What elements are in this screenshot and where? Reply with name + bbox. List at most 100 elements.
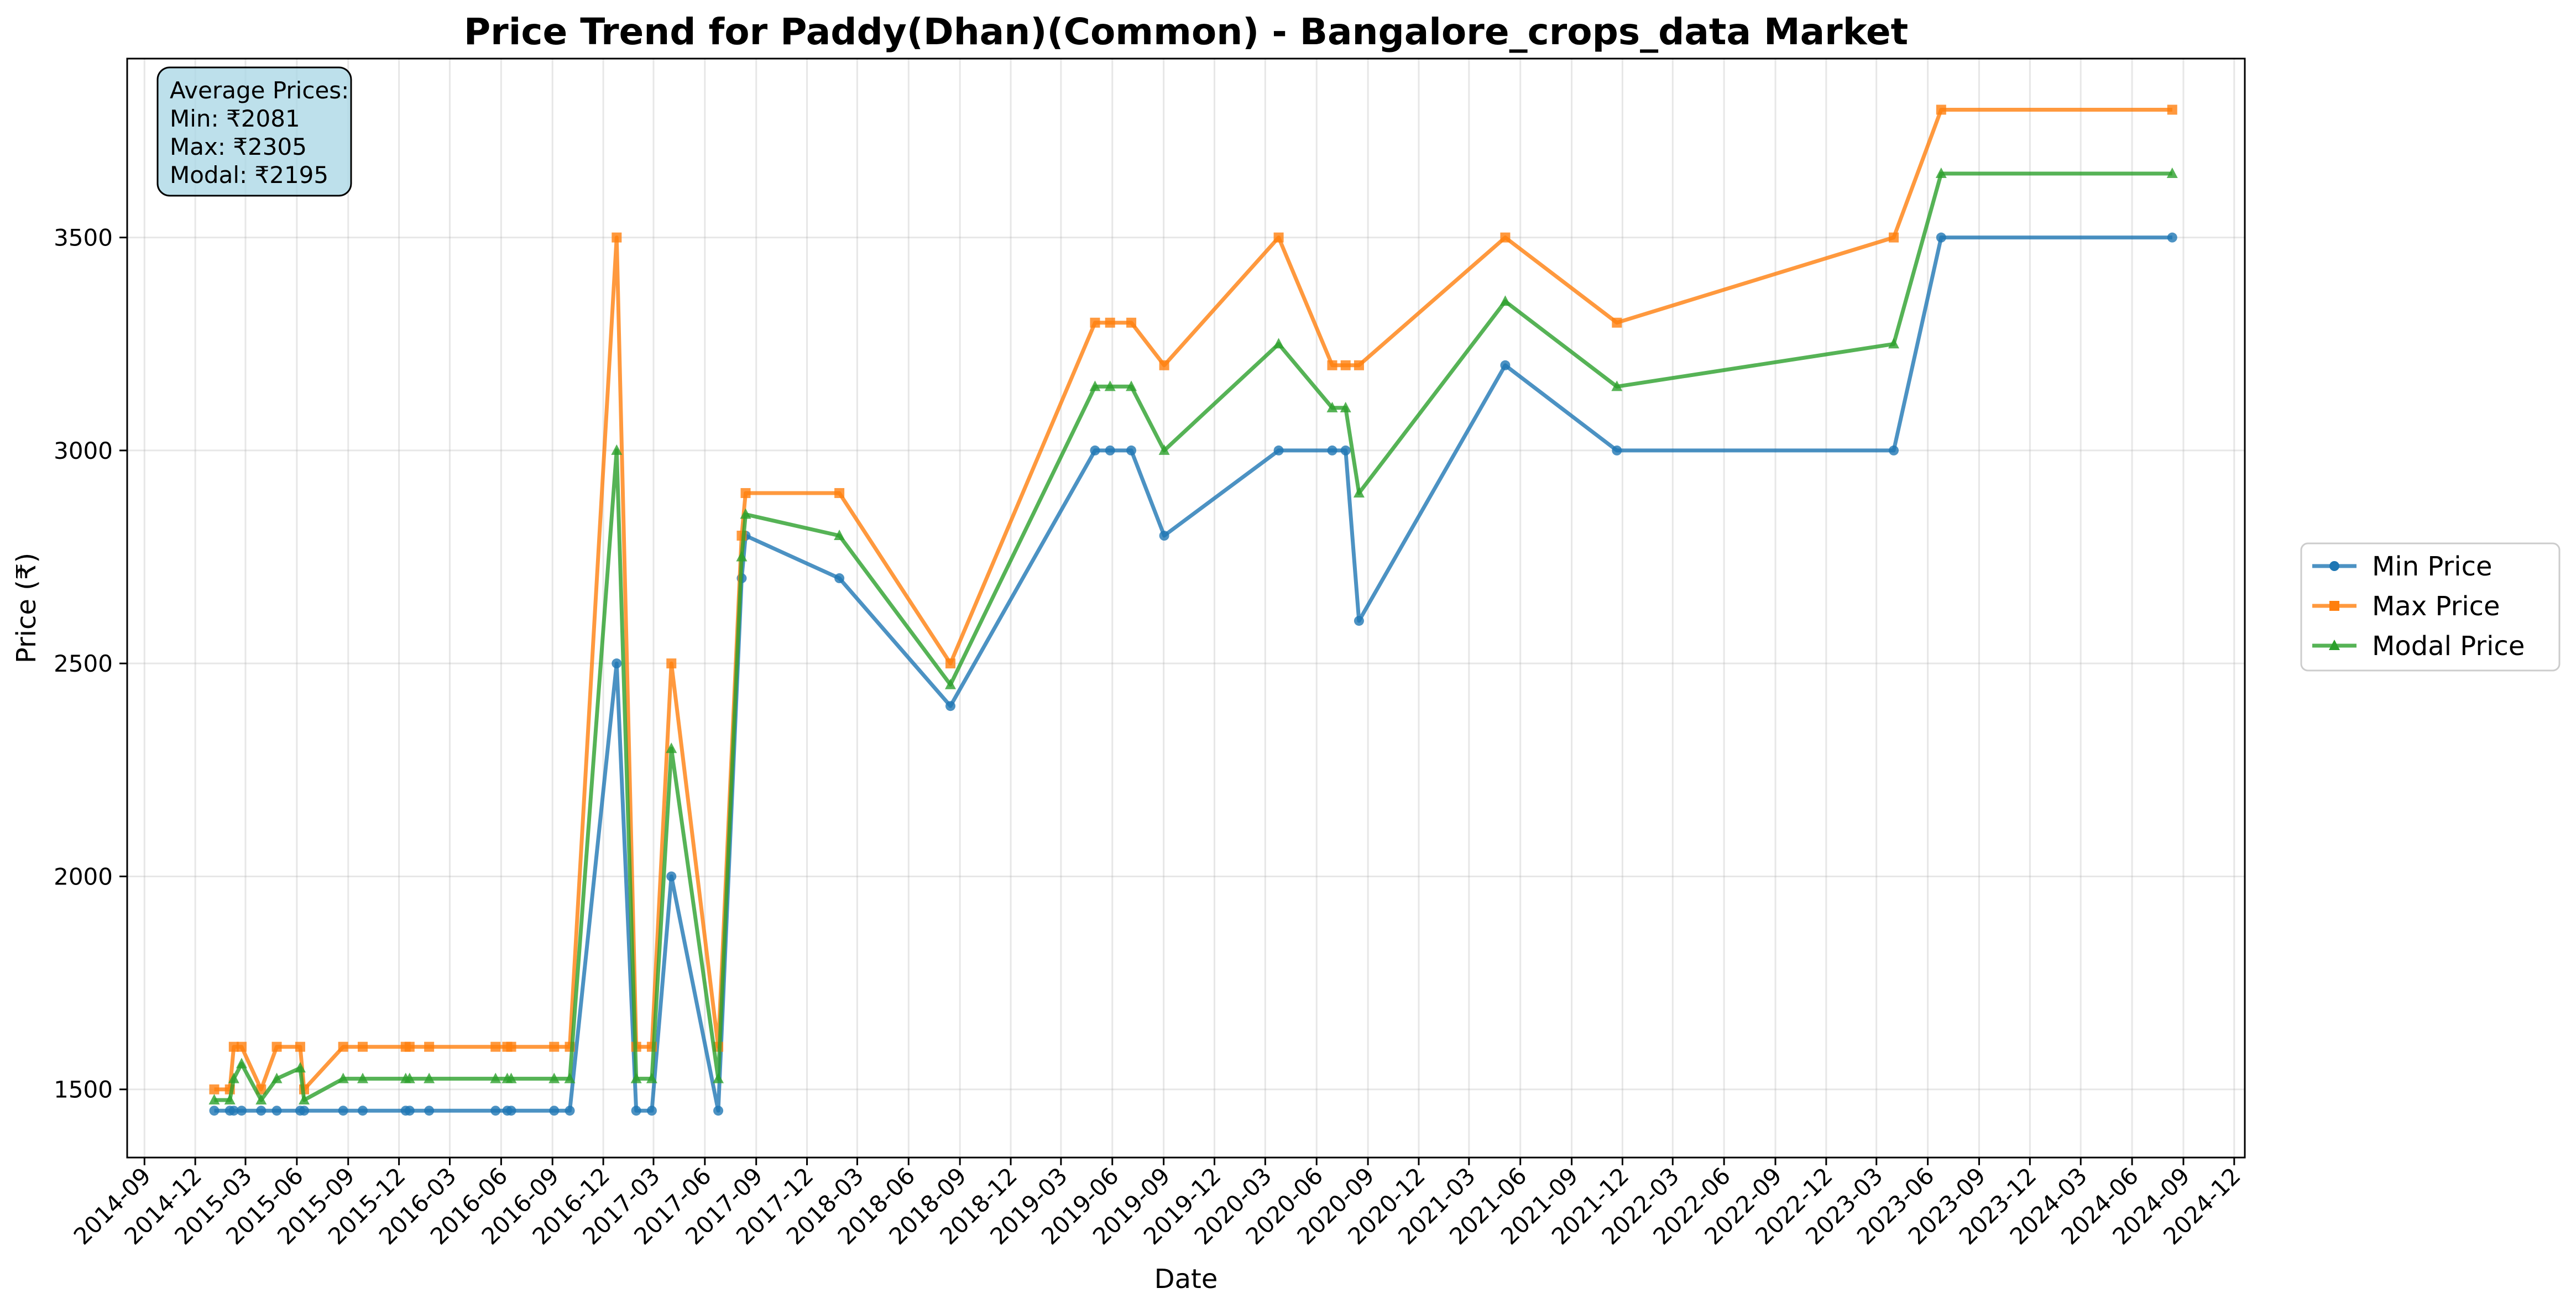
min-price-point [549, 1106, 560, 1116]
min-price-point [228, 1106, 239, 1116]
x-axis-title: Date [1154, 1264, 1218, 1295]
max-price-point [506, 1041, 516, 1052]
legend-label: Min Price [2372, 551, 2493, 582]
max-price-point [1105, 317, 1115, 328]
max-price-point [2167, 104, 2177, 115]
modal-price-point [228, 1072, 239, 1083]
max-price-point [1159, 360, 1169, 370]
average-prices-box-background [156, 66, 352, 197]
y-tick-label: 2500 [54, 650, 113, 677]
modal-price-point [1326, 401, 1338, 412]
y-axis-ticks: 1500 2000 2500 3000 3500 [54, 224, 127, 1103]
max-price-point [1936, 104, 1946, 115]
max-price-point [404, 1041, 415, 1052]
legend-frame [2300, 542, 2561, 672]
max-price-point [834, 488, 845, 498]
legend-item-min-price: Min Price [2312, 551, 2493, 582]
legend-marker [2329, 640, 2340, 650]
max-price-point [209, 1084, 220, 1095]
modal-price-point [337, 1072, 349, 1083]
min-price-point [1936, 232, 1946, 243]
legend-items: Min Price Max Price Modal Price [2312, 551, 2525, 662]
max-price-point [549, 1041, 560, 1052]
min-price-point [299, 1106, 310, 1116]
y-tick-label: 3000 [54, 437, 113, 464]
modal-price-point [944, 678, 956, 689]
average-max-price: Max: ₹2305 [170, 133, 307, 160]
average-prices-box: Average Prices: Min: ₹2081 Max: ₹2305 Mo… [156, 66, 352, 197]
min-price-point [1500, 360, 1511, 370]
min-price-point [666, 871, 677, 882]
modal-price-point [736, 551, 748, 562]
min-price-point [612, 658, 622, 669]
min-price-point [631, 1106, 641, 1116]
modal-price-line [214, 171, 2172, 1102]
modal-price-point [1104, 380, 1116, 391]
modal-price-point [357, 1072, 369, 1083]
chart-title: Price Trend for Paddy(Dhan)(Common) - Ba… [464, 11, 1908, 53]
max-price-point [1612, 317, 1622, 328]
modal-price-point [255, 1093, 267, 1104]
modal-price-point [236, 1057, 247, 1069]
min-price-point [506, 1106, 516, 1116]
max-price-point [1340, 360, 1351, 370]
average-prices-heading: Average Prices: [170, 77, 349, 104]
modal-price-point [1158, 444, 1170, 455]
modal-price-point [666, 742, 677, 753]
modal-price-point [1611, 380, 1623, 391]
min-price-point [424, 1106, 435, 1116]
max-price-point [666, 658, 677, 669]
max-price-point [1327, 360, 1337, 370]
modal-price-series [208, 167, 2178, 1104]
max-price-point [236, 1041, 247, 1052]
min-price-point [1105, 445, 1115, 455]
min-price-point [256, 1106, 267, 1116]
max-price-point [1354, 360, 1364, 370]
max-price-point [1889, 232, 1899, 243]
min-price-point [358, 1106, 368, 1116]
max-price-point [1273, 232, 1284, 243]
average-modal-price: Modal: ₹2195 [170, 161, 328, 189]
modal-price-point [299, 1093, 310, 1104]
plot-area [126, 57, 2246, 1159]
min-price-point [565, 1106, 575, 1116]
min-price-point [1612, 445, 1622, 455]
max-price-point [1090, 317, 1100, 328]
modal-price-point [1353, 486, 1365, 498]
y-tick-label: 1500 [54, 1076, 113, 1103]
modal-price-point [1935, 167, 1947, 179]
min-price-point [945, 701, 955, 711]
min-price-point [713, 1106, 724, 1116]
min-price-line [214, 235, 2172, 1113]
max-price-point [490, 1041, 501, 1052]
min-price-series [209, 232, 2177, 1116]
legend-label: Max Price [2372, 591, 2500, 622]
modal-price-point [713, 1072, 724, 1083]
modal-price-point [646, 1072, 657, 1083]
modal-price-point [424, 1072, 435, 1083]
min-price-point [646, 1106, 657, 1116]
modal-price-point [224, 1093, 236, 1104]
y-tick-label: 3500 [54, 224, 113, 252]
min-price-point [1327, 445, 1337, 455]
series-lines [208, 104, 2178, 1116]
max-price-point [228, 1041, 239, 1052]
min-price-point [2167, 232, 2177, 243]
min-price-point [338, 1106, 348, 1116]
max-price-point [338, 1041, 348, 1052]
y-axis-title: Price (₹) [11, 553, 42, 663]
modal-price-point [1126, 380, 1137, 391]
max-price-point [1126, 317, 1137, 328]
min-price-point [834, 573, 845, 584]
max-price-line [214, 108, 2172, 1092]
max-price-point [740, 488, 751, 498]
modal-price-point [208, 1093, 220, 1104]
modal-price-point [1089, 380, 1101, 391]
modal-price-point [505, 1072, 517, 1083]
modal-price-point [294, 1062, 306, 1073]
modal-price-point [564, 1072, 576, 1083]
max-price-point [295, 1041, 305, 1052]
legend: Min Price Max Price Modal Price [2300, 542, 2561, 672]
modal-price-point [2166, 167, 2178, 179]
modal-price-point [1499, 295, 1511, 306]
